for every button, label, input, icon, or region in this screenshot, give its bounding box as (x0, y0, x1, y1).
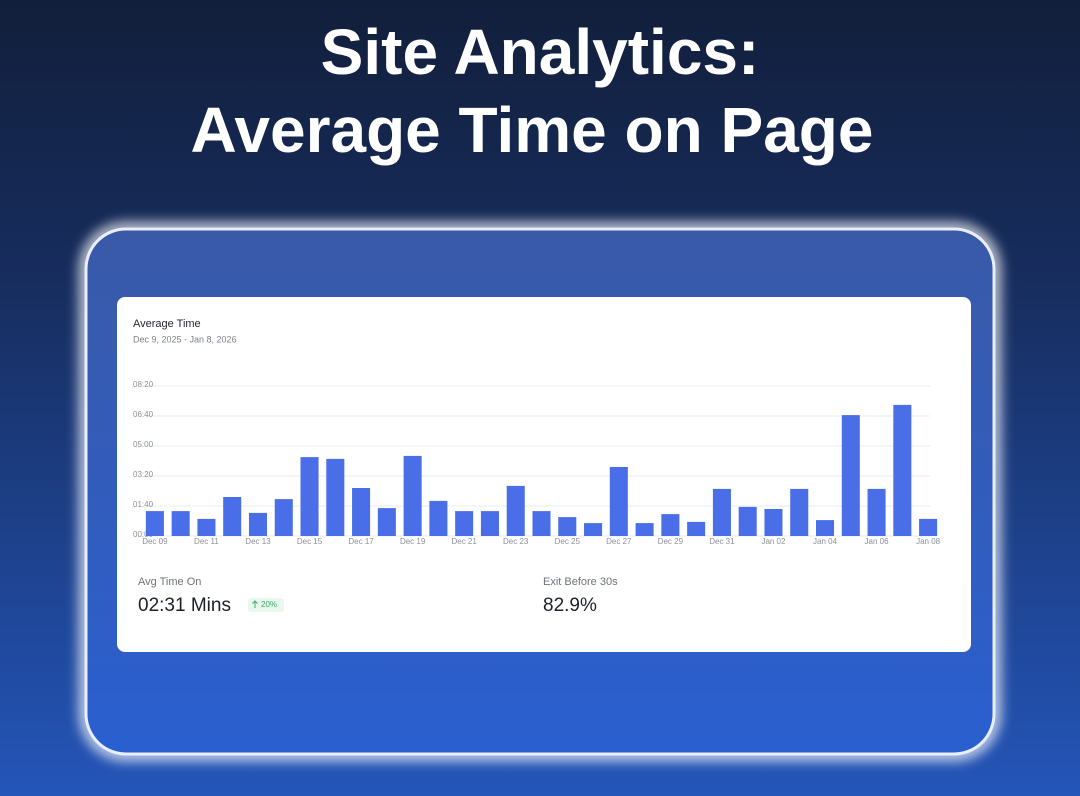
bar (145, 511, 164, 536)
bar (609, 467, 628, 536)
bar (841, 415, 860, 536)
bar (455, 511, 474, 536)
bar (223, 497, 242, 536)
x-tick-label: Dec 29 (658, 537, 684, 546)
x-tick-label: Dec 31 (709, 537, 735, 546)
stat-value: 02:31 Mins (138, 595, 231, 616)
page-title: Average Time on Page (191, 94, 874, 166)
card-title: Average Time (133, 318, 201, 330)
bar (661, 514, 680, 536)
page-title: Site Analytics: (321, 16, 760, 88)
bar (764, 509, 783, 536)
x-tick-label: Dec 25 (555, 537, 581, 546)
bar (506, 485, 525, 536)
x-tick-label: Dec 17 (348, 537, 374, 546)
bar (635, 523, 654, 536)
stat-change: 20% (261, 600, 277, 609)
bar (712, 488, 731, 536)
bar (326, 458, 345, 536)
stat-label: Avg Time On (138, 576, 201, 588)
bar (790, 488, 809, 536)
x-tick-label: Dec 27 (606, 537, 632, 546)
x-tick-label: Dec 15 (297, 537, 323, 546)
stat-label: Exit Before 30s (543, 576, 618, 588)
bar (197, 518, 216, 536)
bar (867, 488, 886, 536)
bar (738, 506, 757, 536)
x-tick-label: Dec 09 (142, 537, 168, 546)
change-badge (248, 598, 284, 612)
x-tick-label: Jan 02 (761, 537, 786, 546)
y-tick-label: 08:20 (133, 380, 154, 389)
bar (687, 521, 706, 536)
bar (558, 517, 577, 536)
bar (815, 520, 835, 536)
x-tick-label: Dec 11 (194, 537, 219, 546)
bar (584, 523, 603, 536)
stat-value: 82.9% (543, 595, 597, 616)
bar (248, 512, 268, 536)
bar (919, 518, 938, 536)
bar (274, 499, 293, 536)
bar (893, 404, 912, 536)
bar (532, 511, 551, 536)
y-tick-label: 03:20 (133, 470, 154, 479)
bar (403, 455, 422, 536)
x-tick-label: Jan 04 (813, 537, 838, 546)
x-tick-label: Dec 21 (451, 537, 477, 546)
bar (171, 511, 190, 536)
bar (300, 457, 319, 536)
y-tick-label: 00:00 (133, 530, 154, 539)
x-tick-label: Dec 23 (503, 537, 529, 546)
bar (480, 511, 499, 536)
bar (429, 500, 448, 536)
x-tick-label: Dec 13 (245, 537, 271, 546)
date-range: Dec 9, 2025 - Jan 8, 2026 (133, 334, 237, 344)
y-tick-label: 05:00 (133, 440, 154, 449)
x-tick-label: Jan 06 (865, 537, 890, 546)
bar (377, 508, 396, 536)
x-tick-label: Dec 19 (400, 537, 426, 546)
x-tick-label: Jan 08 (916, 537, 941, 546)
y-tick-label: 06:40 (133, 410, 154, 419)
chart: 00:00 01:40 03:20 05:00 06:40 08:20 Dec 09 Dec … (133, 380, 941, 546)
bar (352, 488, 371, 536)
up-arrow (252, 600, 258, 608)
y-tick-label: 01:40 (133, 500, 154, 509)
